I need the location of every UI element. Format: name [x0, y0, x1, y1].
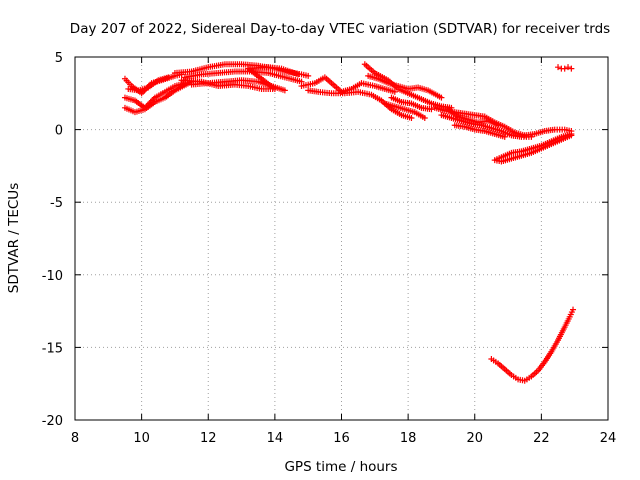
- data-point: [428, 106, 435, 113]
- data-point: [568, 65, 575, 72]
- y-tick-label: -5: [50, 196, 63, 211]
- x-tick-label: 16: [333, 431, 350, 446]
- data-point: [568, 132, 575, 139]
- y-tick-label: -15: [42, 341, 63, 356]
- data-point: [165, 74, 172, 81]
- data-point: [438, 94, 445, 101]
- x-tick-label: 8: [71, 431, 79, 446]
- data-point: [555, 64, 562, 71]
- y-tick-label: 5: [55, 51, 63, 66]
- data-point: [421, 114, 428, 121]
- data-point: [281, 87, 288, 94]
- data-point: [391, 88, 398, 95]
- y-tick-label: 0: [55, 124, 63, 139]
- data-point: [570, 306, 577, 313]
- series-afternoon-block: [298, 61, 455, 121]
- series-midday-block: [171, 61, 312, 94]
- y-axis-title: SDTVAR / TECUs: [6, 183, 22, 293]
- y-tick-label: -10: [42, 269, 63, 284]
- series-morning-block: [121, 71, 195, 116]
- x-tick-label: 12: [200, 431, 217, 446]
- data-point: [561, 65, 568, 72]
- series-negative-dip: [488, 306, 577, 384]
- data-point: [305, 72, 312, 79]
- x-tick-label: 14: [267, 431, 284, 446]
- data-layer: [121, 61, 577, 384]
- tick-layer: 8 10 12 14 16 18 20 22 24 5 0 -5 -10 -15 -20: [42, 51, 617, 446]
- data-point: [295, 71, 302, 78]
- y-tick-label: -20: [42, 414, 63, 429]
- series-night-loop: [491, 126, 575, 165]
- x-tick-label: 20: [466, 431, 483, 446]
- series-evening-block: [431, 104, 535, 140]
- x-tick-label: 10: [133, 431, 150, 446]
- x-tick-label: 24: [600, 431, 617, 446]
- series-late-cluster: [555, 64, 575, 72]
- x-tick-label: 22: [533, 431, 550, 446]
- x-axis-title: GPS time / hours: [284, 459, 397, 475]
- chart-title: Day 207 of 2022, Sidereal Day-to-day VTE…: [70, 21, 610, 37]
- data-point: [501, 133, 508, 140]
- data-point: [408, 114, 415, 121]
- data-point: [495, 122, 502, 129]
- x-tick-label: 18: [400, 431, 417, 446]
- data-point: [565, 64, 572, 71]
